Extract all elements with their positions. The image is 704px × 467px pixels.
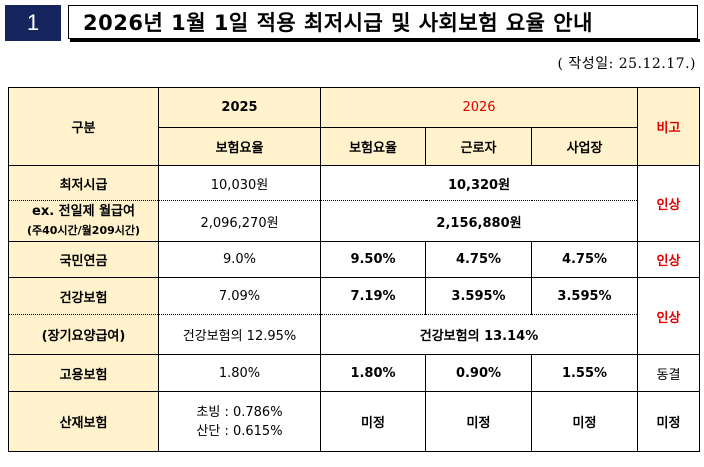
pension-2026-rate: 9.50% — [320, 241, 426, 278]
created-date: ( 작성일: 25.12.17.) — [557, 56, 696, 72]
ltc-2026: 건강보험의 13.14% — [319, 314, 639, 355]
row-label-pension: 국민연금 — [8, 241, 159, 278]
row-label-industrial: 산재보험 — [8, 391, 159, 452]
health-2026-employer: 3.595% — [530, 277, 639, 315]
employment-2026-worker: 0.90% — [425, 354, 532, 392]
monthly-label-line1: ex. 전일제 월급여 — [32, 204, 135, 219]
industrial-2026-rate: 미정 — [320, 391, 426, 452]
title-shadow — [70, 39, 700, 42]
ltc-2025: 건강보험의 12.95% — [158, 314, 321, 355]
page-title-text: 2026년 1월 1일 적용 최저시급 및 사회보험 요율 안내 — [83, 11, 593, 35]
row-label-monthly: ex. 전일제 월급여 (주40시간/월209시간) — [8, 200, 159, 242]
remark-health: 인상 — [637, 277, 701, 355]
section-number: 1 — [5, 5, 61, 41]
remark-min-wage: 인상 — [637, 165, 701, 242]
row-label-min-wage: 최저시급 — [8, 165, 159, 201]
monthly-2025: 2,096,270원 — [158, 200, 321, 242]
remark-employment: 동결 — [637, 354, 701, 392]
subheader-2026-worker: 근로자 — [425, 127, 532, 166]
pension-2026-employer: 4.75% — [530, 241, 639, 278]
subheader-2025-rate: 보험요율 — [158, 127, 321, 166]
industrial-2026-employer: 미정 — [530, 391, 639, 452]
employment-2025: 1.80% — [158, 354, 321, 392]
industrial-2026-worker: 미정 — [425, 391, 532, 452]
health-2026-worker: 3.595% — [425, 277, 532, 315]
health-2025: 7.09% — [158, 277, 321, 315]
row-label-employment: 고용보험 — [8, 354, 159, 392]
min-wage-2026: 10,320원 — [319, 165, 639, 201]
row-label-health: 건강보험 — [8, 277, 159, 315]
rates-table: 구분 2025 2026 비고 보험요율 보험요율 근로자 사업장 최저시급 1… — [8, 87, 701, 452]
min-wage-2025: 10,030원 — [158, 165, 321, 201]
employment-2026-rate: 1.80% — [320, 354, 426, 392]
row-label-ltc: (장기요양급여) — [8, 314, 159, 355]
page-title: 2026년 1월 1일 적용 최저시급 및 사회보험 요율 안내 — [68, 5, 698, 39]
remark-industrial: 미정 — [637, 391, 701, 452]
industrial-2025: 초빙 : 0.786% 산단 : 0.615% — [158, 391, 321, 452]
monthly-label-line2: (주40시간/월209시간) — [26, 224, 141, 237]
pension-2026-worker: 4.75% — [425, 241, 532, 278]
header-year-2025: 2025 — [158, 87, 321, 128]
health-2026-rate: 7.19% — [320, 277, 426, 315]
remark-pension: 인상 — [637, 241, 701, 278]
header-year-2026: 2026 — [319, 87, 639, 128]
employment-2026-employer: 1.55% — [530, 354, 639, 392]
subheader-2026-employer: 사업장 — [530, 127, 639, 166]
industrial-2025-line2: 산단 : 0.615% — [196, 423, 283, 439]
monthly-2026: 2,156,880원 — [319, 200, 639, 242]
pension-2025: 9.0% — [158, 241, 321, 278]
industrial-2025-line1: 초빙 : 0.786% — [196, 404, 283, 420]
header-remark: 비고 — [637, 87, 701, 166]
header-category: 구분 — [8, 87, 159, 166]
subheader-2026-rate: 보험요율 — [320, 127, 426, 166]
